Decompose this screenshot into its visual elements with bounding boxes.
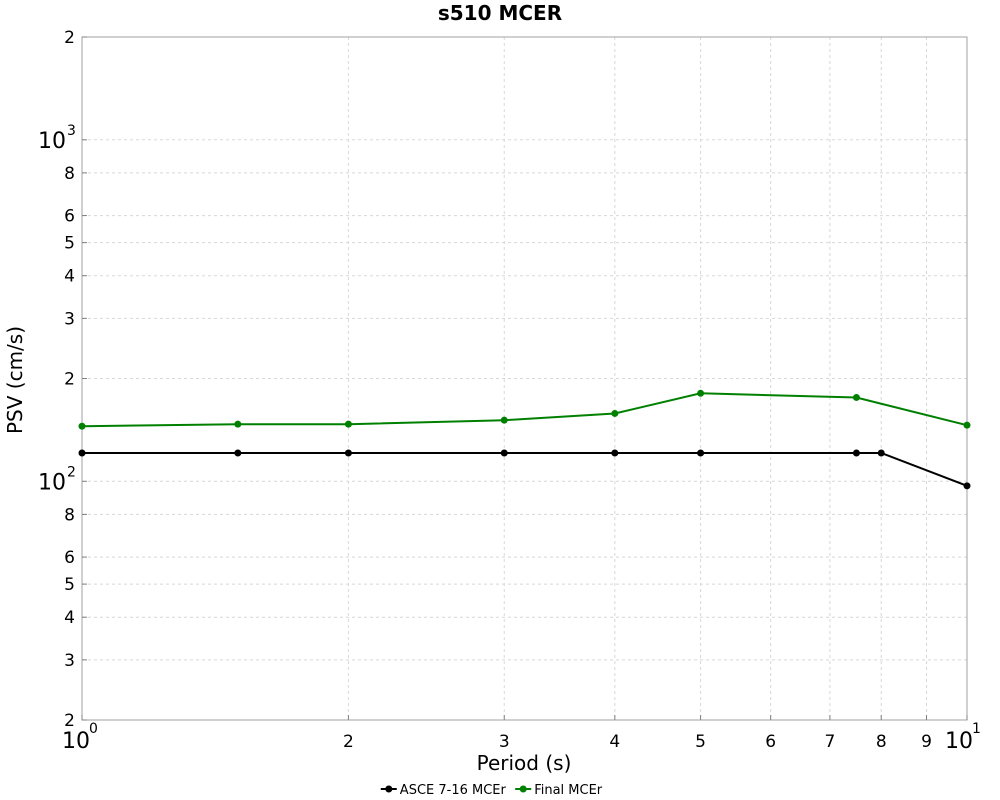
x-axis-label: Period (s) xyxy=(477,751,572,775)
y-tick-exponent: 3 xyxy=(67,123,76,139)
data-point-final-mcer xyxy=(344,420,352,428)
data-point-asce-7-16-mcer xyxy=(344,449,352,457)
series-line-final-mcer xyxy=(81,392,968,428)
y-tick-label: 6 xyxy=(64,548,75,568)
data-point-final-mcer xyxy=(963,421,971,429)
data-point-asce-7-16-mcer xyxy=(963,482,971,490)
data-point-final-mcer xyxy=(78,422,86,430)
x-tick-label: 8 xyxy=(876,732,887,752)
y-tick-label: 2 xyxy=(64,370,75,390)
x-tick-label: 5 xyxy=(695,732,706,752)
y-tick-label: 4 xyxy=(64,608,75,628)
x-tick-label: 6 xyxy=(765,732,776,752)
y-tick-label: 3 xyxy=(64,309,75,329)
chart-title: s510 MCER xyxy=(438,1,562,25)
data-point-final-mcer xyxy=(697,389,705,397)
data-point-asce-7-16-mcer xyxy=(697,449,705,457)
y-tick-label: 8 xyxy=(64,164,75,184)
x-tick-exponent: 1 xyxy=(972,721,981,737)
y-tick-label: 3 xyxy=(64,651,75,671)
y-tick-label: 2 xyxy=(64,711,75,731)
y-tick-label: 10 xyxy=(38,470,66,495)
y-tick-label: 8 xyxy=(64,505,75,525)
data-point-asce-7-16-mcer xyxy=(852,449,860,457)
legend-label-asce-7-16-mcer: ASCE 7-16 MCEr xyxy=(400,783,507,798)
x-tick-exponent: 0 xyxy=(89,721,98,737)
data-point-asce-7-16-mcer xyxy=(500,449,508,457)
x-tick-label: 4 xyxy=(609,732,620,752)
x-tick-label: 2 xyxy=(343,732,354,752)
x-axis-ticks: 10 02 3 4 5 6 7 8 9 10 1 xyxy=(62,715,981,754)
y-tick-exponent: 2 xyxy=(67,464,76,480)
x-tick-label: 7 xyxy=(824,732,835,752)
legend: ASCE 7-16 MCEr Final MCEr xyxy=(380,783,603,798)
y-tick-label: 10 xyxy=(38,129,66,154)
y-axis-label: PSV (cm/s) xyxy=(3,326,27,434)
x-tick-label: 3 xyxy=(499,732,510,752)
x-tick-label: 10 xyxy=(62,729,90,754)
y-tick-label: 4 xyxy=(64,267,75,287)
data-point-asce-7-16-mcer xyxy=(78,449,86,457)
data-point-final-mcer xyxy=(234,420,242,428)
legend-label-final-mcer: Final MCEr xyxy=(534,783,603,798)
data-point-final-mcer xyxy=(500,416,508,424)
legend-marker-final-mcer xyxy=(519,785,527,793)
y-tick-label: 2 xyxy=(64,28,75,48)
y-tick-label: 5 xyxy=(64,575,75,595)
data-point-asce-7-16-mcer xyxy=(877,449,885,457)
data-point-asce-7-16-mcer xyxy=(611,449,619,457)
series-layer xyxy=(78,389,971,490)
x-tick-label: 10 xyxy=(945,729,973,754)
x-tick-label: 9 xyxy=(921,732,932,752)
data-point-final-mcer xyxy=(611,409,619,417)
y-tick-label: 6 xyxy=(64,207,75,227)
y-tick-label: 5 xyxy=(64,234,75,254)
legend-marker-asce-7-16-mcer xyxy=(385,785,393,793)
data-point-asce-7-16-mcer xyxy=(234,449,242,457)
grid-lines xyxy=(81,36,968,721)
data-point-final-mcer xyxy=(852,393,860,401)
